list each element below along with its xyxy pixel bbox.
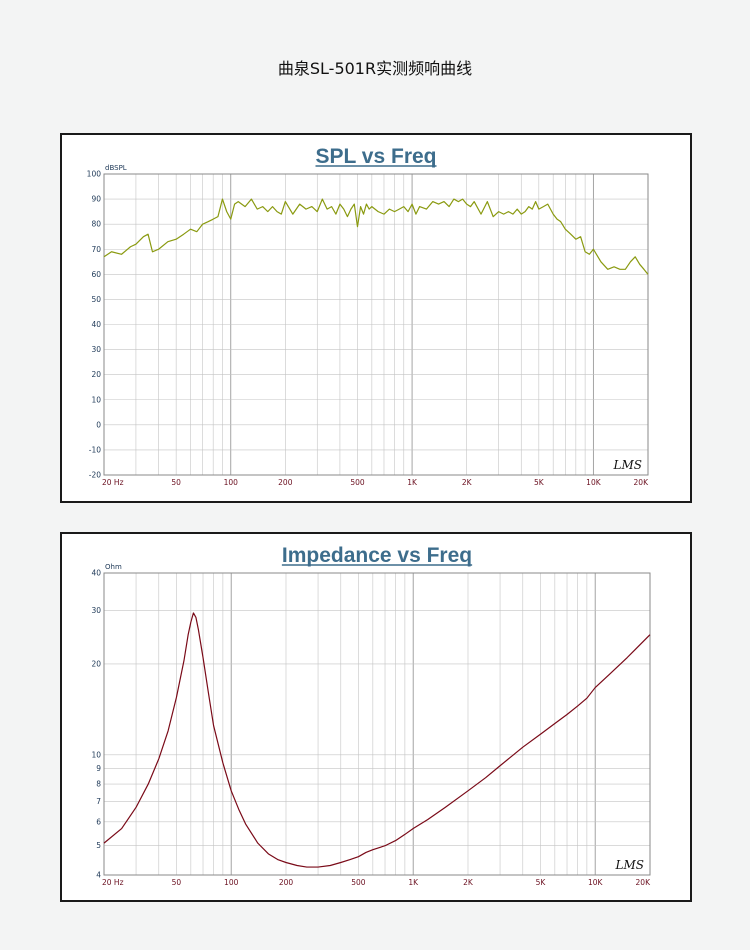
x-tick-label: 2K — [463, 878, 474, 887]
y-tick-label: 7 — [96, 797, 101, 806]
lms-watermark: LMS — [613, 458, 642, 472]
y-tick-label: 40 — [91, 320, 101, 329]
x-tick-label: 1K — [407, 478, 418, 487]
y-tick-label: 80 — [91, 220, 101, 229]
y-tick-label: -10 — [89, 445, 101, 454]
y-tick-label: 4 — [96, 871, 101, 880]
series-line — [103, 612, 651, 868]
x-tick-label: 20K — [636, 878, 652, 887]
plot-frame — [103, 173, 649, 476]
spl-chart-panel: SPL vs Freq -20 -10 0 10 20 30 40 50 60 70 80 90 100 d… — [60, 133, 692, 503]
x-tick-label: 5K — [536, 878, 547, 887]
y-axis-unit-label: Ohm — [105, 563, 122, 571]
y-tick-label: 10 — [91, 395, 101, 404]
y-tick-label: 10 — [91, 750, 101, 759]
y-tick-label: 60 — [91, 270, 101, 279]
x-tick-label: 500 — [351, 878, 366, 887]
x-tick-label: 200 — [278, 478, 293, 487]
impedance-chart: Impedance vs Freq 4 5 6 7 8 9 10 20 30 40 Ohm 20 Hz 5… — [91, 544, 652, 887]
x-tick-label: 20 Hz — [102, 478, 124, 487]
chart-title: Impedance vs Freq — [282, 544, 472, 567]
y-tick-label: 0 — [96, 420, 101, 429]
x-tick-label: 1K — [408, 878, 419, 887]
x-tick-label: 200 — [279, 878, 294, 887]
x-tick-label: 100 — [224, 878, 239, 887]
x-tick-label: 10K — [588, 878, 604, 887]
y-tick-label: 40 — [91, 569, 101, 578]
y-tick-label: 9 — [96, 764, 101, 773]
x-tick-label: 5K — [534, 478, 545, 487]
y-tick-label: 20 — [91, 370, 101, 379]
x-tick-label: 10K — [586, 478, 602, 487]
x-tick-label: 100 — [224, 478, 239, 487]
y-tick-label: 70 — [91, 245, 101, 254]
x-tick-label: 2K — [462, 478, 473, 487]
y-tick-label: 6 — [96, 817, 101, 826]
x-tick-label: 20K — [634, 478, 650, 487]
y-tick-label: 90 — [91, 195, 101, 204]
x-tick-label: 500 — [350, 478, 365, 487]
x-tick-label: 50 — [171, 478, 181, 487]
y-tick-label: 30 — [91, 606, 101, 615]
y-tick-label: 20 — [91, 659, 101, 668]
plot-frame — [103, 572, 651, 876]
x-tick-label: 20 Hz — [102, 878, 124, 887]
y-tick-label: 100 — [87, 170, 102, 179]
y-tick-label: 8 — [96, 780, 101, 789]
y-tick-label: 50 — [91, 295, 101, 304]
impedance-chart-panel: Impedance vs Freq 4 5 6 7 8 9 10 20 30 40 Ohm 20 Hz 5… — [60, 532, 692, 902]
page-title: 曲泉SL-501R实测频响曲线 — [277, 59, 473, 78]
y-tick-label: 5 — [96, 841, 101, 850]
lms-watermark: LMS — [615, 858, 644, 872]
x-tick-label: 50 — [172, 878, 182, 887]
spl-chart: SPL vs Freq-20-100102030405060708090100d… — [87, 145, 650, 487]
series-line — [103, 198, 649, 275]
y-axis-unit-label: dBSPL — [105, 164, 127, 172]
y-tick-label: 30 — [91, 345, 101, 354]
y-tick-label: -20 — [89, 471, 101, 480]
chart-title: SPL vs Freq — [316, 145, 437, 168]
